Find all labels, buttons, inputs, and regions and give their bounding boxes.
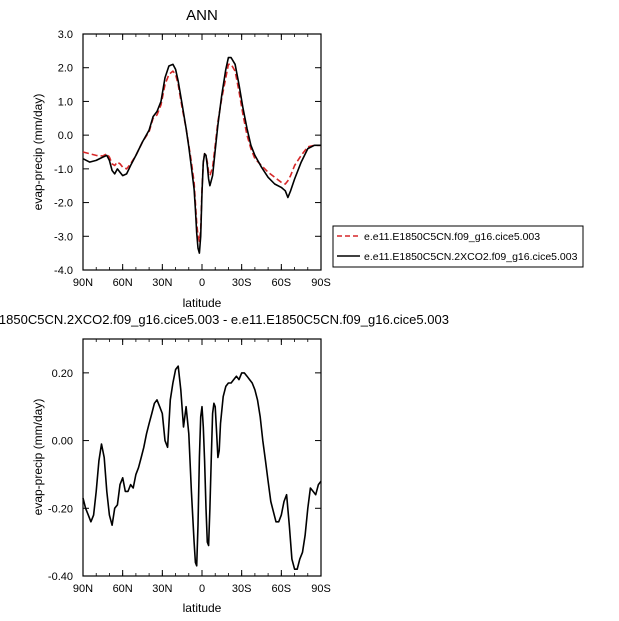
- bottom-x-axis-label: latitude: [183, 601, 222, 615]
- bottom-y-tick-label: 0.00: [52, 436, 73, 448]
- top-y-tick-label: 3.0: [58, 29, 73, 41]
- top-chart-title: ANN: [186, 7, 218, 24]
- top-y-tick-label: 0.0: [58, 130, 73, 142]
- legend-label-2xco2: e.e11.E1850C5CN.2XCO2.f09_g16.cice5.003: [364, 251, 578, 263]
- bottom-chart-title: e.e11.E1850C5CN.2XCO2.f09_g16.cice5.003 …: [0, 312, 449, 327]
- bottom-plot-frame: [82, 338, 322, 577]
- legend-box: [332, 225, 584, 268]
- bottom-x-tick-label: 30N: [152, 583, 172, 595]
- bottom-x-tick-label: 30S: [232, 583, 252, 595]
- top-y-tick-label: 1.0: [58, 96, 73, 108]
- bottom-y-axis-label: evap-precip (mm/day): [31, 399, 45, 516]
- bottom-y-tick-label: 0.20: [52, 368, 73, 380]
- top-y-tick-label: 2.0: [58, 63, 73, 75]
- top-y-tick-label: -2.0: [54, 198, 73, 210]
- bottom-chart: e.e11.E1850C5CN.2XCO2.f09_g16.cice5.003 …: [0, 312, 449, 615]
- bottom-y-tick-label: -0.40: [48, 571, 73, 583]
- top-x-tick-label: 90N: [73, 277, 93, 289]
- top-y-ticks: 3.0 2.0 1.0 0.0 -1.0 -2.0 -3.0 -4.0: [54, 29, 321, 277]
- top-x-tick-label: 60S: [272, 277, 292, 289]
- legend: e.e11.E1850C5CN.f09_g16.cice5.003 e.e11.…: [332, 225, 584, 268]
- bottom-y-ticks: 0.20 0.00 -0.20 -0.40: [48, 368, 321, 583]
- top-x-tick-label: 30S: [232, 277, 252, 289]
- bottom-x-ticks: 90N 60N 30N 0 30S 60S 90S: [73, 339, 331, 595]
- top-x-tick-label: 60N: [113, 277, 133, 289]
- top-series-group: [82, 56, 321, 254]
- bottom-series-line-0: [82, 365, 322, 570]
- legend-label-control: e.e11.E1850C5CN.f09_g16.cice5.003: [364, 231, 540, 243]
- bottom-x-tick-label: 0: [199, 583, 205, 595]
- top-plot-frame: [82, 33, 322, 271]
- bottom-series-group: [82, 365, 322, 570]
- top-series-line-1: [82, 56, 321, 254]
- bottom-x-tick-label: 90S: [311, 583, 331, 595]
- bottom-x-tick-label: 60N: [113, 583, 133, 595]
- top-x-axis-label: latitude: [183, 296, 222, 310]
- top-x-tick-label: 30N: [152, 277, 172, 289]
- top-y-tick-label: -1.0: [54, 164, 73, 176]
- top-y-tick-label: -4.0: [54, 265, 73, 277]
- top-y-tick-label: -3.0: [54, 231, 73, 243]
- top-x-tick-label: 0: [199, 277, 205, 289]
- bottom-x-tick-label: 90N: [73, 583, 93, 595]
- bottom-y-tick-label: -0.20: [48, 503, 73, 515]
- top-y-axis-label: evap-precip (mm/day): [31, 94, 45, 211]
- top-chart: ANN 90N 60N 30N 0 30S 60S 90S 3.0 2.0 1.0 0.0 -1.0…: [31, 7, 331, 310]
- top-x-ticks: 90N 60N 30N 0 30S 60S 90S: [73, 34, 331, 289]
- bottom-x-tick-label: 60S: [272, 583, 292, 595]
- top-x-tick-label: 90S: [311, 277, 331, 289]
